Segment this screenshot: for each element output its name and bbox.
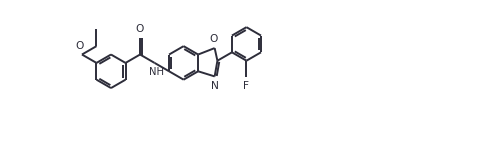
Text: O: O <box>76 41 84 51</box>
Text: O: O <box>210 34 218 44</box>
Text: N: N <box>211 81 219 91</box>
Text: F: F <box>244 81 250 91</box>
Text: O: O <box>136 24 144 34</box>
Text: NH: NH <box>149 67 164 77</box>
